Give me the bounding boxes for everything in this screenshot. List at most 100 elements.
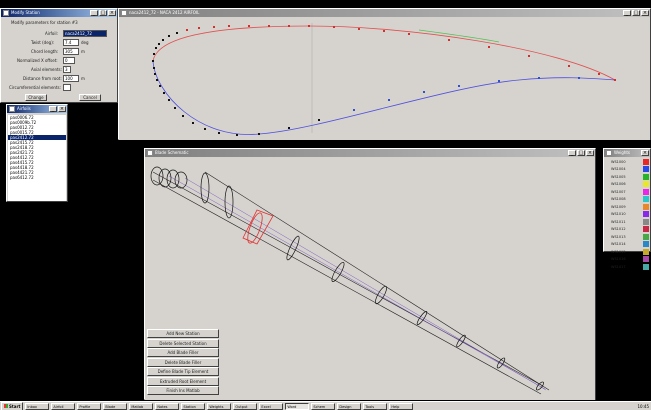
list-item[interactable]: pas0006.72 [10, 115, 34, 120]
list-item[interactable]: WS1005 [605, 173, 650, 181]
list-item[interactable]: WS1004 [605, 166, 650, 174]
airfoil-node-point [498, 80, 500, 82]
station-window: Modify Station _ □ × Modify parameters f… [0, 8, 118, 103]
close-icon[interactable]: × [641, 10, 649, 16]
list-item[interactable]: pas0015.72 [10, 130, 34, 135]
taskbar-button[interactable]: Profile [77, 402, 102, 410]
action-button[interactable]: Define Blade Tip Element [147, 367, 219, 376]
taskbar-button[interactable]: Excel [259, 402, 284, 410]
weight-label: WS1013 [611, 234, 626, 239]
action-button[interactable]: Finish Ins Matlab [147, 386, 219, 395]
window-controls: _ □ × [623, 10, 649, 16]
list-item[interactable]: pas2412.72 [8, 135, 66, 140]
close-icon[interactable]: × [58, 106, 66, 112]
view-titlebar[interactable]: Blade Schematic _ □ × [145, 149, 595, 157]
close-icon[interactable]: × [108, 10, 116, 16]
action-button[interactable]: Add Blade Filler [147, 348, 219, 357]
list-item[interactable]: pas0009b.72 [10, 120, 37, 125]
list-item[interactable]: WS1008 [605, 196, 650, 204]
list-item[interactable]: WS1016 [605, 256, 650, 264]
list-item[interactable]: pas0012.72 [10, 125, 34, 130]
color-swatch [643, 188, 649, 195]
taskbar-button[interactable]: Help [389, 402, 414, 410]
airfoil-node-point [218, 132, 220, 134]
color-swatch [643, 158, 649, 165]
list-item[interactable]: WS1014 [605, 241, 650, 249]
window-icon [147, 150, 153, 156]
airfoil-node-point [163, 92, 165, 94]
airfoil-list-titlebar[interactable]: Airfoils _ × [7, 105, 67, 113]
airfoil-node-point [538, 77, 540, 79]
start-button[interactable]: Start [1, 402, 24, 410]
action-button[interactable]: Add New Station [147, 329, 219, 338]
close-icon[interactable]: × [586, 150, 594, 156]
station-titlebar[interactable]: Modify Station _ □ × [1, 9, 117, 17]
taskbar-button[interactable]: Inbox [25, 402, 50, 410]
airfoil-upper-surface-green [418, 29, 500, 43]
chord-field[interactable]: 305 [63, 48, 79, 55]
action-button[interactable]: Delete Selected Station [147, 338, 219, 348]
minimize-icon[interactable]: _ [568, 150, 576, 156]
weight-label: WS1006 [611, 182, 626, 187]
close-icon[interactable]: × [641, 150, 649, 156]
taskbar-button[interactable]: Output [233, 402, 258, 410]
airfoil-node-point [308, 25, 310, 27]
airfoil-node-point [568, 65, 570, 67]
airfoil-node-point [383, 30, 385, 32]
circ-field[interactable] [63, 84, 71, 91]
airfoil-select[interactable]: naca2412_72 [63, 30, 107, 37]
list-item[interactable]: pas4412.72 [10, 155, 34, 160]
taskbar-button[interactable]: Notes [155, 402, 180, 410]
list-item[interactable]: pas4418.72 [10, 165, 34, 170]
list-item[interactable]: pas2415.72 [10, 140, 34, 145]
maximize-icon[interactable]: □ [577, 150, 585, 156]
list-item[interactable]: pas4415.72 [10, 160, 34, 165]
list-item[interactable]: WS1015 [605, 248, 650, 256]
action-button[interactable]: Delete Blade Filler [147, 357, 219, 367]
weights-titlebar[interactable]: Weights × [604, 149, 650, 157]
taskbar-button[interactable]: Airfoil [51, 402, 76, 410]
list-item[interactable]: WS1007 [605, 188, 650, 196]
taskbar-button[interactable]: Blade [103, 402, 128, 410]
list-item[interactable]: WS1013 [605, 233, 650, 241]
taskbar-button[interactable]: Schem [311, 402, 336, 410]
change-button[interactable]: Change [25, 94, 47, 101]
taskbar-button[interactable]: Weights [207, 402, 232, 410]
taskbar-button[interactable]: Word [285, 402, 310, 410]
profile-titlebar[interactable]: naca2412_72 - NACA 2412 AIRFOIL _ □ × [119, 9, 650, 17]
weight-label: WS1016 [611, 257, 626, 262]
list-item[interactable]: pas2418.72 [10, 145, 34, 150]
list-item[interactable]: pas6412.72 [10, 175, 34, 180]
airfoil-node-point [268, 25, 270, 27]
list-item[interactable]: WS1010 [605, 211, 650, 219]
maximize-icon[interactable]: □ [632, 10, 640, 16]
list-item[interactable]: pas4421.72 [10, 170, 34, 175]
airfoil-node-point [153, 67, 155, 69]
cancel-button[interactable]: Cancel [79, 94, 101, 101]
airfoil-list: pas0006.72 pas0009b.72 pas0012.72 pas0015.7… [8, 115, 66, 201]
maximize-icon[interactable]: □ [99, 10, 107, 16]
airfoil-node-point [152, 60, 154, 62]
list-item[interactable]: WS1012 [605, 226, 650, 234]
taskbar-button[interactable]: Station [181, 402, 206, 410]
minimize-icon[interactable]: _ [90, 10, 98, 16]
list-item[interactable]: WS1009 [605, 203, 650, 211]
offset-field[interactable]: 0 [63, 57, 75, 64]
taskbar-button[interactable]: Matlab [129, 402, 154, 410]
airfoil-node-point [153, 53, 155, 55]
minimize-icon[interactable]: _ [49, 106, 57, 112]
list-item[interactable]: WS1006 [605, 181, 650, 189]
distance-field[interactable]: 100 [63, 75, 79, 82]
axial-field[interactable]: 3 [63, 66, 71, 73]
airfoil-lower-surface [152, 60, 616, 135]
twist-field[interactable]: 7.4 [63, 39, 79, 46]
minimize-icon[interactable]: _ [623, 10, 631, 16]
list-item[interactable]: WS1011 [605, 218, 650, 226]
taskbar-button[interactable]: Design [337, 402, 362, 410]
list-item[interactable]: WS1017 [605, 263, 650, 271]
list-item[interactable]: pas2421.72 [10, 150, 34, 155]
taskbar-button[interactable]: Tools [363, 402, 388, 410]
action-button[interactable]: Extruded Root Element [147, 376, 219, 386]
profile-window: naca2412_72 - NACA 2412 AIRFOIL _ □ × [118, 8, 651, 140]
list-item[interactable]: WS1000 [605, 158, 650, 166]
